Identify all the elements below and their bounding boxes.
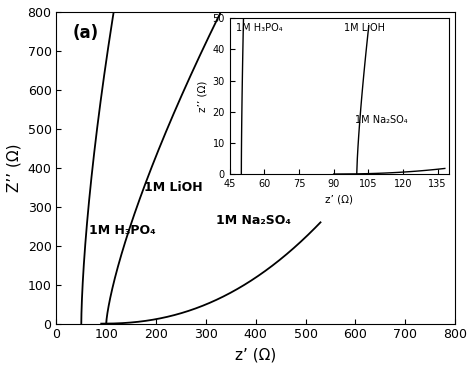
Y-axis label: Z’’ (Ω): Z’’ (Ω) bbox=[7, 144, 22, 192]
Text: 1M Na₂SO₄: 1M Na₂SO₄ bbox=[216, 214, 291, 227]
Text: 1M H₃PO₄: 1M H₃PO₄ bbox=[89, 224, 155, 237]
Text: (a): (a) bbox=[73, 24, 99, 42]
Text: 1M LiOH: 1M LiOH bbox=[144, 181, 202, 194]
X-axis label: z’ (Ω): z’ (Ω) bbox=[235, 347, 276, 362]
